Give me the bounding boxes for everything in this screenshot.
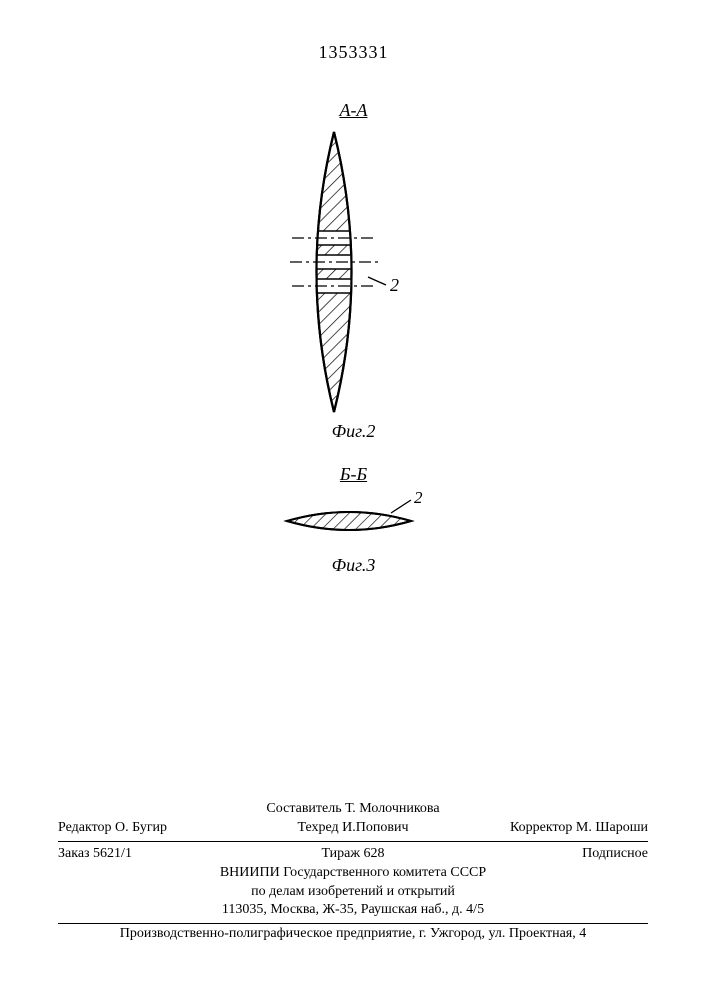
fig3-svg: 2 (269, 491, 439, 551)
footer-address: 113035, Москва, Ж-35, Раушская наб., д. … (58, 901, 648, 920)
fig3-leader (391, 500, 411, 513)
footer-subscription: Подписное (445, 845, 648, 864)
fig2-hatch (316, 132, 351, 412)
fig2-leader (368, 277, 386, 285)
footer-tech: Техред И.Попович (261, 819, 445, 838)
fig3-section-label-wrap: Б-Б (0, 464, 707, 491)
footer-order: Заказ 5621/1 (58, 845, 261, 864)
section-label-bb: Б-Б (340, 464, 367, 485)
footer-compiler: Составитель Т. Молочникова (58, 800, 648, 819)
fig2-section-label: А-А (0, 100, 707, 127)
fig2-svg: 2 (274, 127, 434, 417)
fig2-ref-label: 2 (390, 275, 399, 295)
patent-number: 1353331 (0, 42, 707, 63)
footer-rule-1 (58, 841, 648, 842)
footer-org1: ВНИИПИ Государственного комитета СССР (58, 864, 648, 883)
footer-rule-2 (58, 923, 648, 924)
footer-org2: по делам изобретений и открытий (58, 883, 648, 902)
fig2-caption: Фиг.2 (0, 421, 707, 442)
footer-roles-row: Редактор О. Бугир Техред И.Попович Корре… (58, 819, 648, 838)
footer-order-row: Заказ 5621/1 Тираж 628 Подписное (58, 845, 648, 864)
footer-block: Составитель Т. Молочникова Редактор О. Б… (58, 800, 648, 927)
fig3-ref-label: 2 (414, 491, 423, 507)
footer-proof: Корректор М. Шароши (445, 819, 648, 838)
fig3-caption: Фиг.3 (0, 555, 707, 576)
section-label-aa: А-А (340, 100, 368, 121)
fig3-hatch (287, 512, 411, 530)
printing-line: Производственно-полиграфическое предприя… (58, 926, 648, 942)
footer-editor: Редактор О. Бугир (58, 819, 261, 838)
footer-tirazh: Тираж 628 (261, 845, 445, 864)
figures-block: А-А (0, 100, 707, 576)
